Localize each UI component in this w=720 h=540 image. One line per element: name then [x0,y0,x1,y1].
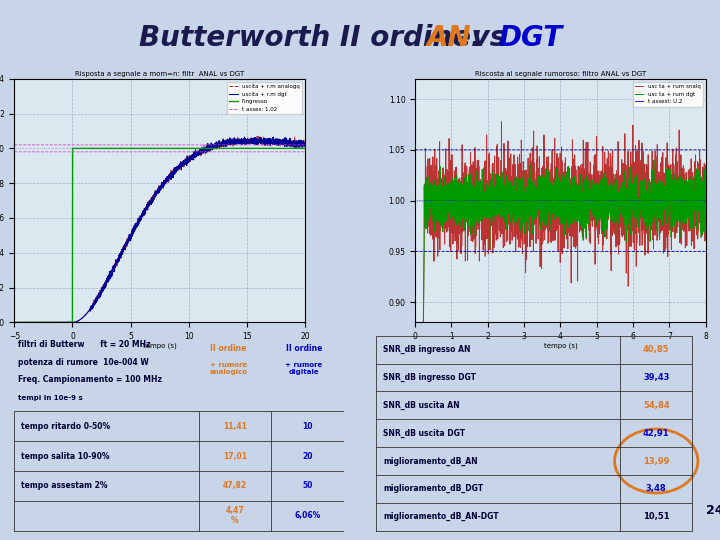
Title: Risposta a segnale a mom=n: filtr  ANAL vs DGT: Risposta a segnale a mom=n: filtr ANAL v… [75,71,244,77]
Legend: uscita + r.m analogq, uscita + r.m dgt, l'ingresso, t asses: 1,02: uscita + r.m analogq, uscita + r.m dgt, … [227,82,302,114]
Text: miglioramento_dB_AN-DGT: miglioramento_dB_AN-DGT [383,512,499,521]
Text: tempo ritardo 0-50%: tempo ritardo 0-50% [21,422,110,431]
Text: 20: 20 [302,451,312,461]
Text: 17,01: 17,01 [223,451,247,461]
Text: tempo salita 10-90%: tempo salita 10-90% [21,451,109,461]
Title: Riscosta al segnale rumoroso: filtro ANAL vs DGT: Riscosta al segnale rumoroso: filtro ANA… [474,71,646,77]
Text: vs: vs [462,24,516,52]
Text: II ordine: II ordine [286,343,323,353]
Text: SNR_dB ingresso AN: SNR_dB ingresso AN [383,345,471,354]
Text: 24: 24 [706,504,720,517]
Text: tempi in 10e-9 s: tempi in 10e-9 s [18,395,83,401]
Text: 6,06%: 6,06% [294,511,320,520]
Text: 13,99: 13,99 [643,456,670,465]
Text: 42,91: 42,91 [643,429,670,437]
Text: tempo assestam 2%: tempo assestam 2% [21,481,107,490]
Text: II ordine: II ordine [210,343,246,353]
Text: 10: 10 [302,422,312,431]
Text: miglioramento_dB_DGT: miglioramento_dB_DGT [383,484,483,494]
Text: filtri di Butterw      ft = 20 MHz: filtri di Butterw ft = 20 MHz [18,340,150,349]
Text: 54,84: 54,84 [643,401,670,410]
X-axis label: tempo (s): tempo (s) [143,342,176,349]
Text: + rumore
analogico: + rumore analogico [210,362,248,375]
Text: 10,51: 10,51 [643,512,670,521]
Text: + rumore
digitale: + rumore digitale [285,362,323,375]
Text: SNR_dB uscita DGT: SNR_dB uscita DGT [383,429,465,438]
Text: 11,41: 11,41 [223,422,247,431]
Text: 3,48: 3,48 [646,484,667,494]
Text: potenza di rumore  10e-004 W: potenza di rumore 10e-004 W [18,357,148,367]
Text: 47,82: 47,82 [223,481,247,490]
Text: 40,85: 40,85 [643,345,670,354]
Text: SNR_dB ingresso DGT: SNR_dB ingresso DGT [383,373,476,382]
Text: DGT: DGT [498,24,562,52]
Text: Freq. Campionamento = 100 MHz: Freq. Campionamento = 100 MHz [18,375,162,384]
Text: miglioramento_dB_AN: miglioramento_dB_AN [383,456,477,465]
Text: 39,43: 39,43 [643,373,670,382]
Text: SNR_dB uscita AN: SNR_dB uscita AN [383,401,459,410]
Text: AN: AN [427,24,472,52]
Text: Butterworth II ordine:: Butterworth II ordine: [139,24,492,52]
Text: 50: 50 [302,481,312,490]
Legend: usc ta + rum snalq, usc ta + rum dgt, t assest: U.2: usc ta + rum snalq, usc ta + rum dgt, t … [633,82,703,106]
Text: 4,47
%: 4,47 % [225,506,244,525]
X-axis label: tempo (s): tempo (s) [544,342,577,349]
